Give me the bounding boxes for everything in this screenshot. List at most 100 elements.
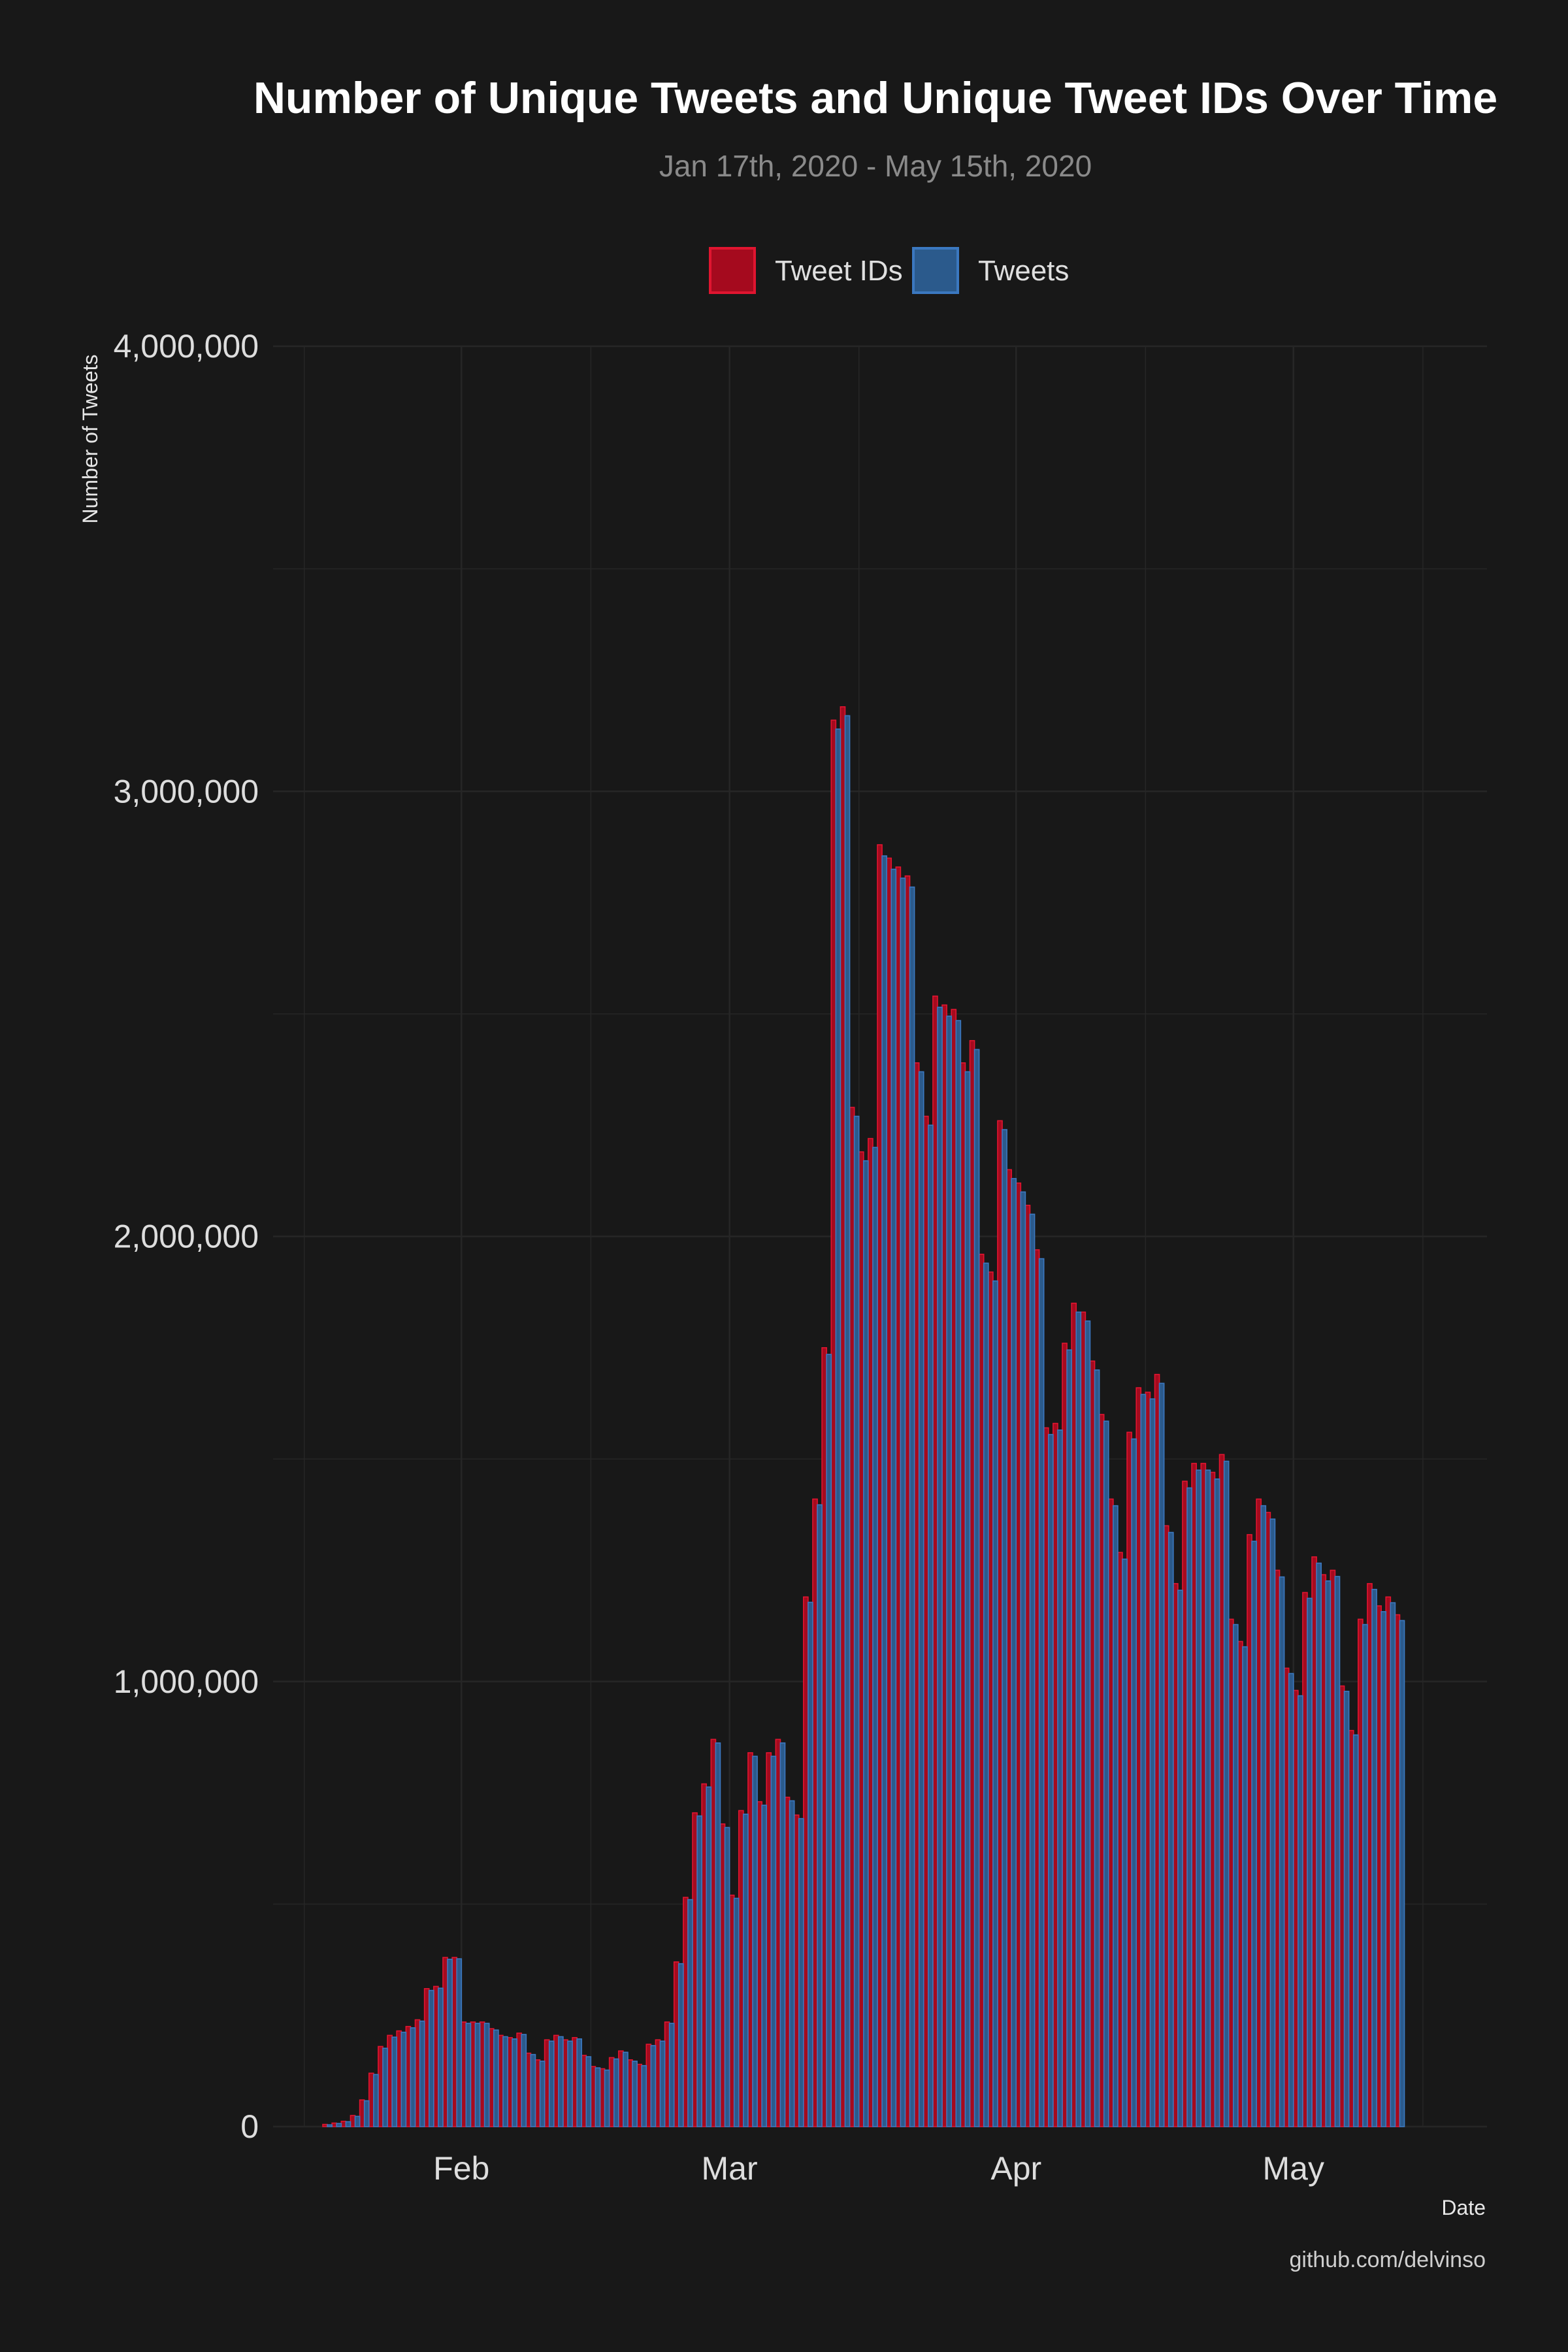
bar-tweet-ids xyxy=(1126,1431,1132,2127)
bar-tweet-ids xyxy=(1173,1583,1179,2127)
bar-tweet-ids xyxy=(812,1498,818,2127)
bar-tweet-ids xyxy=(747,1752,753,2127)
chart-subtitle: Jan 17th, 2020 - May 15th, 2020 xyxy=(659,149,1092,183)
bar-tweet-ids xyxy=(627,2059,633,2127)
bar-tweet-ids xyxy=(553,2034,559,2127)
bar-tweet-ids xyxy=(1117,1552,1123,2127)
legend: Tweet IDs Tweets xyxy=(709,247,1069,294)
bar-tweets xyxy=(687,1899,693,2127)
bar-tweets xyxy=(456,1958,463,2127)
bar-tweets xyxy=(955,1020,962,2127)
bar-tweet-ids xyxy=(793,1814,800,2127)
bar-tweet-ids xyxy=(396,2030,402,2127)
bar-tweet-ids xyxy=(387,2034,393,2127)
bar-tweets xyxy=(706,1786,712,2127)
bar-tweet-ids xyxy=(1330,1569,1336,2127)
chart-title: Number of Unique Tweets and Unique Tweet… xyxy=(253,73,1497,123)
bar-tweet-ids xyxy=(1274,1569,1281,2127)
bar-tweet-ids xyxy=(1071,1302,1077,2127)
bar-tweet-ids xyxy=(340,2121,347,2127)
bar-tweets xyxy=(354,2115,361,2127)
bar-tweets xyxy=(928,1124,934,2127)
bar-tweet-ids xyxy=(581,2055,587,2127)
bar-tweets xyxy=(1251,1541,1257,2127)
bar-tweets xyxy=(743,1813,749,2127)
bar-tweets xyxy=(1149,1398,1156,2127)
bar-tweet-ids xyxy=(516,2033,523,2127)
bar-tweets xyxy=(521,2034,527,2127)
bar-tweet-ids xyxy=(1182,1480,1188,2127)
bar-tweet-ids xyxy=(461,2021,467,2127)
bar-tweet-ids xyxy=(664,2021,670,2127)
y-tick-label: 1,000,000 xyxy=(114,1663,259,1700)
bar-tweets xyxy=(641,2065,647,2127)
bar-tweets xyxy=(447,1959,453,2127)
bars xyxy=(322,706,1405,2127)
caption: github.com/delvinso xyxy=(1289,2247,1486,2272)
bar-tweets xyxy=(428,1989,434,2127)
bar-tweet-ids xyxy=(590,2066,596,2127)
bar-tweets xyxy=(1307,1597,1313,2127)
bar-tweets xyxy=(400,2031,407,2127)
bar-tweet-ids xyxy=(368,2072,374,2127)
bar-tweets xyxy=(576,2038,583,2127)
bar-tweets xyxy=(474,2023,481,2127)
y-axis: 0 1,000,000 2,000,000 3,000,000 4,000,000 xyxy=(114,328,259,2145)
bar-tweets xyxy=(1371,1588,1377,2127)
bar-tweet-ids xyxy=(378,2046,384,2127)
bar-tweet-ids xyxy=(1034,1249,1040,2127)
bar-tweet-ids xyxy=(692,1812,698,2127)
bar-tweets xyxy=(382,2048,388,2127)
bar-tweets xyxy=(410,2027,416,2127)
bar-tweets xyxy=(668,2023,675,2127)
x-tick-label: Apr xyxy=(990,2150,1041,2187)
bar-tweets xyxy=(937,1006,943,2127)
bar-tweets xyxy=(623,2051,629,2127)
bar-tweets xyxy=(1113,1505,1119,2127)
legend-label: Tweets xyxy=(978,255,1069,287)
bar-tweet-ids xyxy=(645,2044,652,2127)
bar-tweet-ids xyxy=(442,1957,448,2127)
bar-tweets xyxy=(946,1015,953,2127)
bar-tweet-ids xyxy=(451,1957,457,2127)
bar-tweet-ids xyxy=(941,1004,947,2127)
x-tick-label: Feb xyxy=(433,2150,489,2187)
bar-tweet-ids xyxy=(757,1801,762,2127)
bar-tweet-ids xyxy=(1292,1690,1299,2127)
bar-tweet-ids xyxy=(969,1039,975,2127)
bar-tweet-ids xyxy=(1154,1373,1160,2127)
bar-tweet-ids xyxy=(1320,1574,1327,2127)
y-tick-label: 3,000,000 xyxy=(114,773,259,809)
bar-tweet-ids xyxy=(728,1894,735,2127)
legend-label: Tweet IDs xyxy=(775,255,903,287)
bar-tweet-ids xyxy=(784,1797,791,2127)
bar-tweets xyxy=(327,2124,333,2127)
bar-tweet-ids xyxy=(1302,1592,1308,2127)
bar-tweet-ids xyxy=(470,2021,476,2127)
bar-tweet-ids xyxy=(1367,1583,1373,2127)
bar-tweet-ids xyxy=(923,1115,929,2127)
bar-tweets xyxy=(964,1071,971,2127)
bar-tweets xyxy=(336,2123,342,2127)
bar-tweets xyxy=(881,855,887,2127)
bar-tweet-ids xyxy=(405,2025,412,2127)
bar-tweet-ids xyxy=(775,1739,781,2127)
bar-tweet-ids xyxy=(1394,1614,1401,2127)
bar-tweets xyxy=(1334,1576,1341,2127)
bar-tweet-ids xyxy=(534,2059,541,2127)
bar-tweet-ids xyxy=(886,857,892,2127)
bar-tweets xyxy=(1352,1734,1359,2127)
bar-tweets xyxy=(567,2040,573,2127)
bar-tweet-ids xyxy=(830,719,837,2127)
bar-tweets xyxy=(1140,1394,1147,2127)
bar-tweet-ids xyxy=(840,706,846,2127)
bar-tweet-ids xyxy=(710,1739,717,2127)
bar-tweets xyxy=(983,1262,989,2127)
bar-tweets xyxy=(502,2036,508,2127)
bar-tweets xyxy=(918,1071,924,2127)
bar-tweets xyxy=(1011,1178,1017,2127)
bar-tweet-ids xyxy=(960,1062,966,2127)
bar-tweet-ids xyxy=(331,2122,338,2127)
bar-tweets xyxy=(835,728,841,2127)
